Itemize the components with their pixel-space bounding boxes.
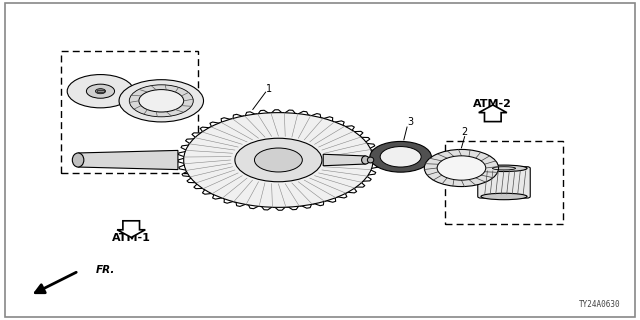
Ellipse shape: [481, 193, 527, 200]
Circle shape: [235, 138, 322, 182]
Circle shape: [437, 156, 486, 180]
Polygon shape: [323, 154, 365, 166]
Text: TY24A0630: TY24A0630: [579, 300, 621, 309]
Polygon shape: [117, 221, 145, 237]
Circle shape: [129, 85, 193, 117]
Circle shape: [184, 113, 373, 207]
Circle shape: [95, 89, 106, 94]
Text: FR.: FR.: [96, 265, 115, 276]
FancyBboxPatch shape: [61, 51, 198, 173]
Circle shape: [424, 149, 499, 187]
Polygon shape: [479, 105, 507, 122]
Circle shape: [67, 75, 134, 108]
Text: ATM-1: ATM-1: [112, 233, 150, 244]
Text: 1: 1: [266, 84, 272, 94]
FancyBboxPatch shape: [477, 167, 530, 198]
FancyBboxPatch shape: [97, 90, 104, 92]
Circle shape: [370, 141, 431, 172]
Text: 2: 2: [461, 127, 468, 137]
Circle shape: [86, 84, 115, 98]
Text: 3: 3: [407, 117, 413, 127]
Polygon shape: [78, 150, 178, 170]
Ellipse shape: [481, 165, 527, 172]
Circle shape: [380, 147, 421, 167]
Circle shape: [255, 148, 302, 172]
Ellipse shape: [362, 156, 369, 164]
Ellipse shape: [367, 157, 374, 163]
Circle shape: [119, 80, 204, 122]
Ellipse shape: [72, 153, 84, 167]
Circle shape: [139, 90, 184, 112]
FancyBboxPatch shape: [445, 141, 563, 224]
Text: ATM-2: ATM-2: [474, 99, 512, 109]
